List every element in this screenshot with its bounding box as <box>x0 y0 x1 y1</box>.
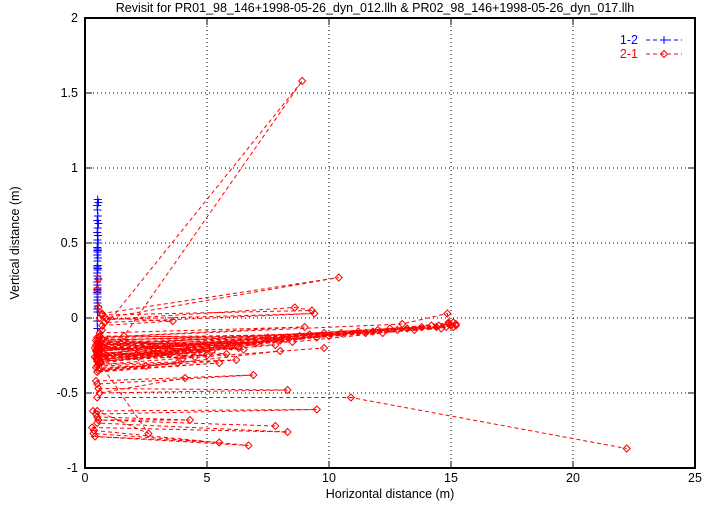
y-tick-label: 0 <box>71 311 78 325</box>
chart-title: Revisit for PR01_98_146+1998-05-26_dyn_0… <box>115 1 635 15</box>
x-tick-label: 25 <box>688 471 702 485</box>
legend-sample-line-1-2 <box>646 36 682 44</box>
legend: 1-2 2-1 <box>620 33 684 61</box>
x-tick-label: 20 <box>566 471 580 485</box>
x-tick-label: 0 <box>81 471 89 485</box>
legend-item-1-2: 1-2 <box>620 33 684 47</box>
x-axis-label: Horizontal distance (m) <box>325 487 455 501</box>
legend-item-2-1: 2-1 <box>620 47 684 61</box>
y-tick-label: 2 <box>71 11 78 25</box>
y-tick-label: 0.5 <box>60 236 78 250</box>
x-tick-label: 5 <box>203 471 211 485</box>
series-2-1 <box>92 80 627 449</box>
series-2-1-markers <box>87 76 631 453</box>
y-tick-label: -0.5 <box>56 386 78 400</box>
grid-lines <box>85 18 695 468</box>
x-tick-label: 15 <box>444 471 458 485</box>
tick-marks <box>84 17 696 469</box>
legend-label-1-2: 1-2 <box>619 33 638 47</box>
legend-label-2-1: 2-1 <box>619 47 638 61</box>
legend-sample-line-2-1 <box>646 49 682 59</box>
y-tick-label: 1.5 <box>60 86 78 100</box>
y-tick-label: -1 <box>66 461 78 475</box>
y-tick-label: 1 <box>71 161 78 175</box>
x-tick-label: 10 <box>322 471 336 485</box>
